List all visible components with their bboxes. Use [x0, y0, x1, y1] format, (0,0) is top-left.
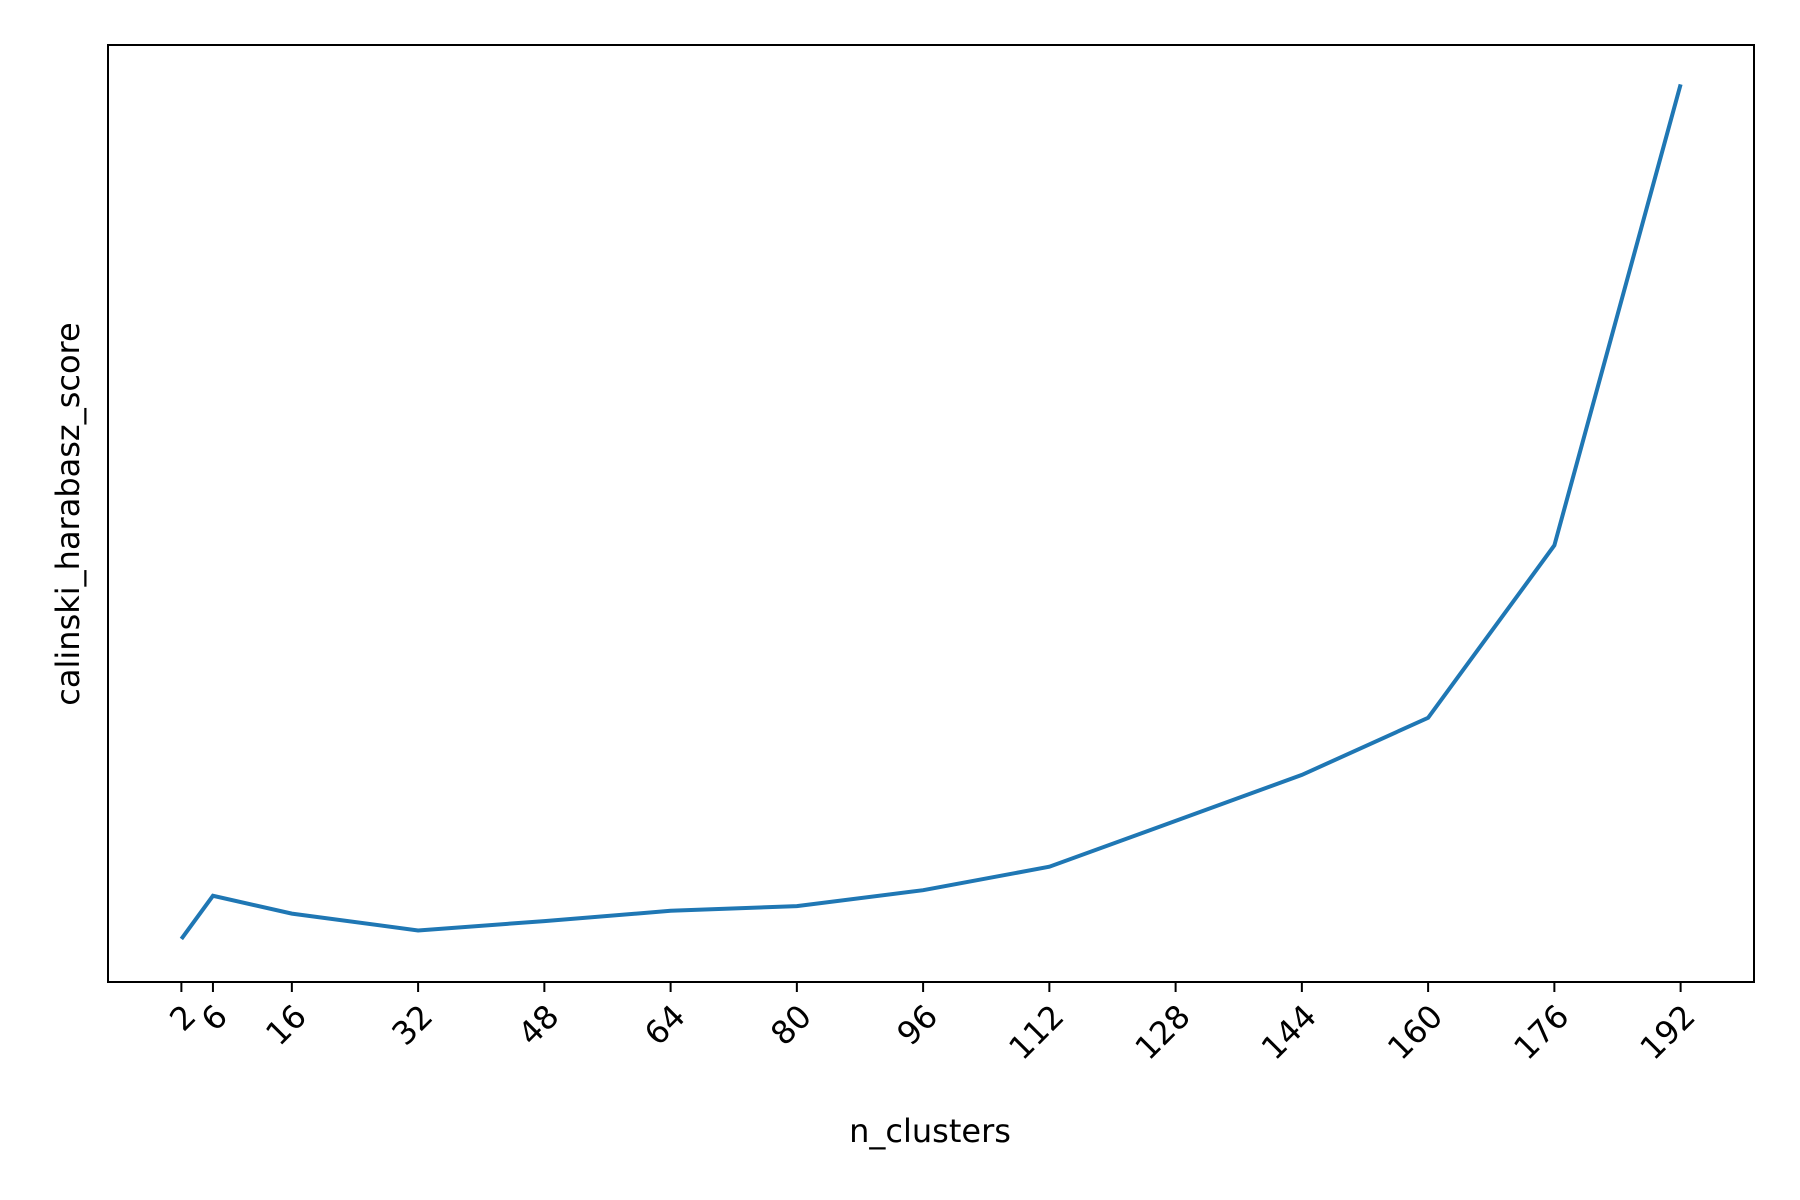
x-tick-label: 64 [637, 997, 693, 1053]
x-tick-label: 160 [1380, 997, 1450, 1067]
x-tick-label: 192 [1633, 997, 1703, 1067]
x-tick-label: 32 [384, 997, 440, 1053]
y-axis-label: calinski_harabasz_score [49, 322, 87, 705]
x-tick-label: 80 [763, 997, 819, 1053]
x-tick-label: 112 [1001, 997, 1071, 1067]
line-series [179, 83, 1683, 941]
x-tick-label: 128 [1128, 997, 1198, 1067]
x-tick-label: 16 [258, 997, 314, 1053]
plot-frame [107, 44, 1755, 983]
x-tick-label: 144 [1254, 997, 1324, 1067]
x-tick-label: 96 [889, 997, 945, 1053]
x-tick-label: 176 [1506, 997, 1576, 1067]
x-tick-label: 2 [162, 997, 203, 1038]
x-tick-label: 48 [511, 997, 567, 1053]
x-axis-label: n_clusters [849, 1112, 1011, 1150]
x-tick-label: 6 [194, 997, 235, 1038]
